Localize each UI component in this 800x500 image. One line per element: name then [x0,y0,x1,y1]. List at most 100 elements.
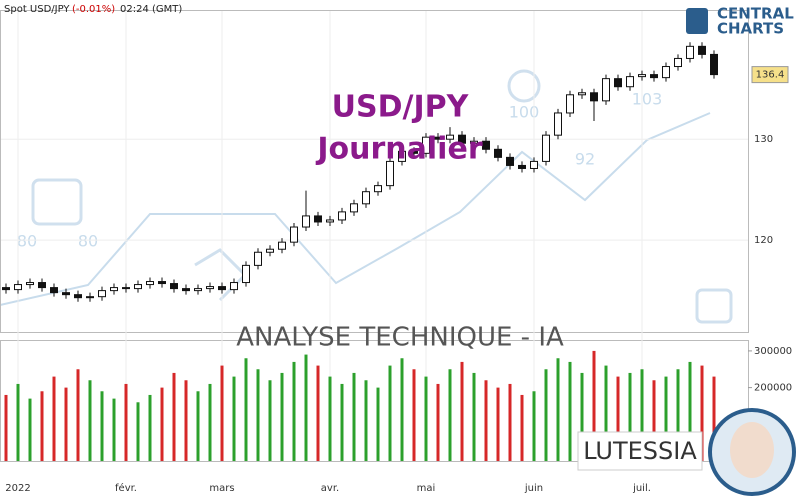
volume-bar [64,387,68,461]
candle-body [218,286,226,291]
volume-bar [484,380,488,461]
volume-bar [352,372,356,461]
volume-panel [0,340,749,462]
volume-bar [712,376,716,461]
candle-body [158,281,166,285]
candle-body [542,134,550,162]
volume-bar [28,398,32,461]
score: 92 [575,150,595,169]
logo-text: CHARTS [717,20,784,38]
candle-body [386,160,394,187]
overlay-title: USD/JPY [332,90,470,125]
candle-body [2,287,10,291]
x-tick-label: mars [209,483,234,494]
volume-bar [148,394,152,461]
candle-body [338,211,346,221]
volume-bar [376,387,380,461]
candle-body [290,226,298,243]
candle-body [458,134,466,144]
volume-bar [16,383,20,461]
volume-bar [268,380,272,461]
volume-bar [652,380,656,461]
x-tick-label: avr. [321,483,339,494]
avatar-face [730,422,774,478]
candle-body [122,287,130,290]
volume-bar [112,398,116,461]
x-tick-label: 2022 [5,483,30,494]
candle-body [302,215,310,228]
assistant-name: LUTESSIA [583,437,697,465]
candle-body [410,150,418,154]
volume-bar [244,358,248,461]
volume-bar [88,380,92,461]
volume-bar [640,369,644,461]
marks: 80 80 100 92 103 120 130 2022 févr. mars avr. mai ju… [1,11,792,494]
volume-bar [196,391,200,461]
volume-bar [328,376,332,461]
candle-body [554,112,562,136]
candle-body [206,286,214,290]
volume-bar [436,383,440,461]
candle-body [470,140,478,144]
candle-body [626,76,634,88]
volume-bar [292,361,296,461]
candle-body [170,283,178,290]
candle-body [254,251,262,266]
candle-body [434,136,442,140]
candle-body [134,284,142,290]
volume-bar [448,369,452,461]
last-price-label: 136.4 [756,70,785,81]
candle-body [50,287,58,294]
volume-bar [604,365,608,461]
volume-bar [400,358,404,461]
volume-bar [496,387,500,461]
volume-bar [676,369,680,461]
change: (-0.01%) [72,4,115,15]
candle-body [182,288,190,292]
volume-bar [460,361,464,461]
score: 80 [78,232,98,251]
candle-body [530,160,538,169]
candle-body [110,287,118,292]
candle-body [86,296,94,299]
volume-bar [424,376,428,461]
candle-body [38,282,46,289]
volume-bar [532,391,536,461]
candle-body [614,78,622,88]
candle-body [98,290,106,298]
volume-bar [340,383,344,461]
last-price-box [751,66,789,84]
x-tick-label: mai [417,483,436,494]
price-panel [0,10,749,333]
y-tick-label: 300000 [754,346,792,357]
volume-bar [700,365,704,461]
score: 100 [509,103,540,122]
volume-bar [160,387,164,461]
volume-bar [364,380,368,461]
candle-body [506,156,514,166]
volume-bar [280,372,284,461]
volume-bar [568,361,572,461]
candle-body [62,292,70,296]
candle-body [650,74,658,79]
watermark-line [0,112,711,306]
volume-bar [520,394,524,461]
volume-bar [256,369,260,461]
candle-body [74,294,82,299]
x-tick-label: févr. [115,482,137,494]
candle-body [146,281,154,286]
volume-bar [472,372,476,461]
candle-body [494,148,502,158]
candle-body [566,94,574,114]
candle-body [314,215,322,223]
candle-body [230,282,238,291]
volume-bar [220,365,224,461]
volume-bar [556,358,560,461]
banner: ANALYSE TECHNIQUE - IA [236,323,564,353]
candle-body [518,164,526,169]
overlay-subtitle: Journalier [315,132,482,167]
x-tick-label: juin [524,483,543,494]
volume-bar [664,376,668,461]
volume-bar [592,350,596,461]
